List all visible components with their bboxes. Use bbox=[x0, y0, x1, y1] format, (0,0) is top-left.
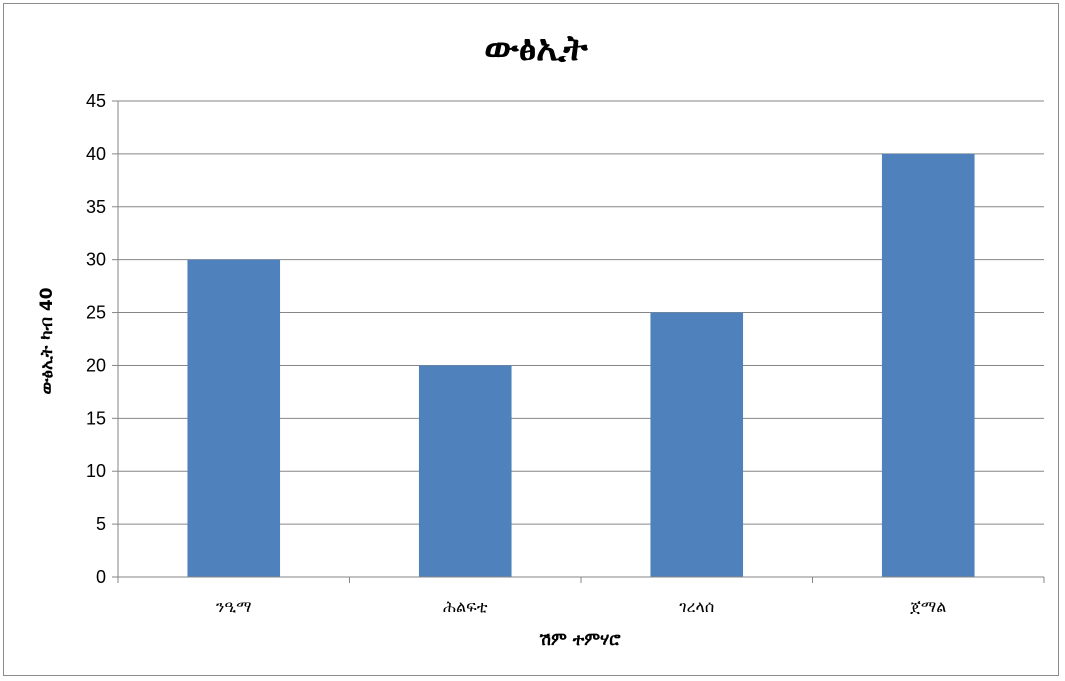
y-tick-label: 5 bbox=[96, 514, 106, 534]
axes bbox=[112, 100, 1045, 583]
x-tick-label: ንዒማ bbox=[216, 597, 252, 616]
bars bbox=[187, 153, 975, 577]
x-tick-labels: ንዒማ ሕልፍቲ ገረላሰ ጀማል bbox=[216, 597, 946, 616]
x-tick-label: ጀማል bbox=[910, 597, 946, 616]
chart-title: ውፅኢት bbox=[484, 27, 588, 69]
y-axis-title: ውፅኢት ካብ 40 bbox=[37, 287, 57, 394]
y-tick-label: 10 bbox=[86, 461, 106, 481]
y-tick-labels: 0 5 10 15 20 25 30 35 40 45 bbox=[86, 91, 106, 587]
y-tick-label: 25 bbox=[86, 303, 106, 323]
y-tick-label: 45 bbox=[86, 91, 106, 111]
bar bbox=[187, 259, 281, 577]
x-tick-label: ሕልፍቲ bbox=[443, 597, 488, 616]
y-tick-label: 30 bbox=[86, 250, 106, 270]
x-axis-title: ሽም ተምሃሮ bbox=[539, 630, 622, 650]
y-tick-label: 40 bbox=[86, 144, 106, 164]
bar bbox=[418, 365, 512, 577]
y-tick-label: 20 bbox=[86, 355, 106, 375]
bar bbox=[881, 153, 975, 577]
bar bbox=[650, 312, 744, 577]
y-tick-label: 0 bbox=[96, 567, 106, 587]
x-tick-label: ገረላሰ bbox=[679, 597, 714, 616]
y-tick-label: 35 bbox=[86, 197, 106, 217]
y-tick-label: 15 bbox=[86, 408, 106, 428]
